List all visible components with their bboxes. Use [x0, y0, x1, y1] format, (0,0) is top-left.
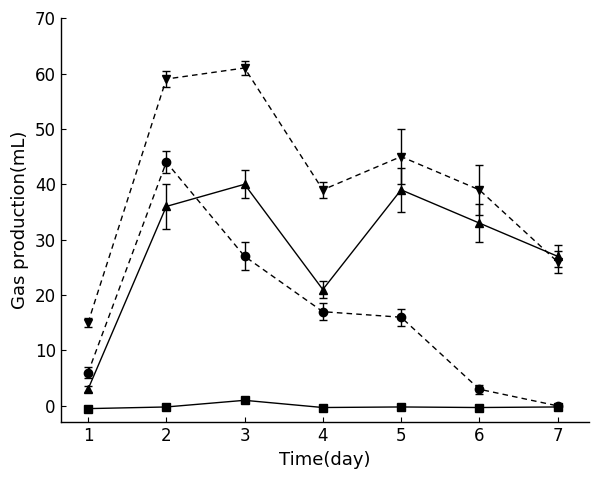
- X-axis label: Time(day): Time(day): [279, 451, 371, 469]
- Y-axis label: Gas production(mL): Gas production(mL): [11, 131, 29, 310]
